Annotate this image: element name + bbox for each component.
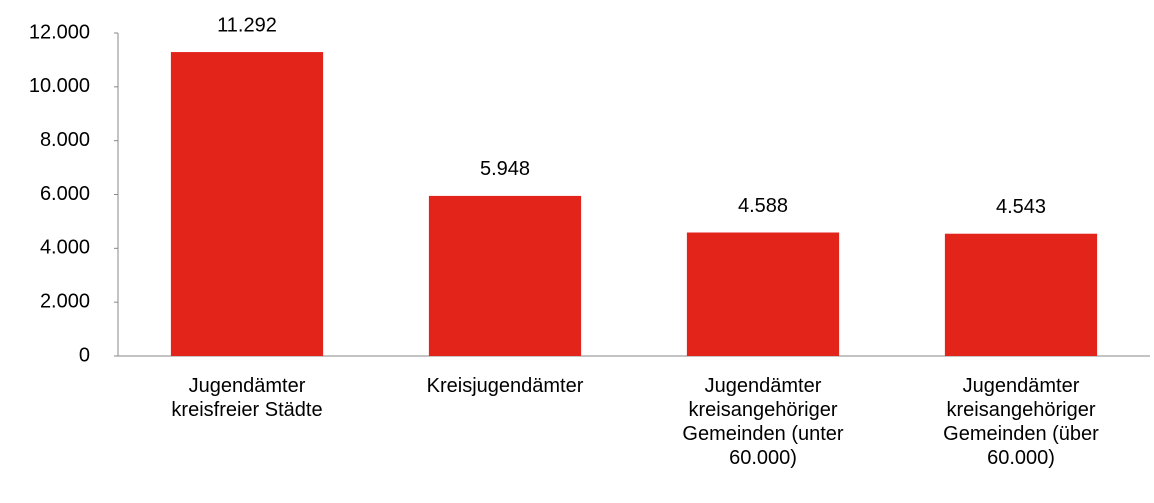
y-tick-label: 4.000 bbox=[40, 237, 90, 259]
x-tick-label: Kreisjugendämter bbox=[426, 375, 584, 397]
x-tick-label: Jugendämter kreisfreier Städte bbox=[171, 375, 323, 421]
y-tick-label: 2.000 bbox=[40, 290, 90, 312]
y-tick-label: 6.000 bbox=[40, 183, 90, 205]
x-tick-label: Jugendämter kreisangehöriger Gemeinden (… bbox=[943, 375, 1099, 469]
bar bbox=[170, 52, 324, 356]
data-label: 4.543 bbox=[996, 196, 1046, 218]
bar bbox=[686, 232, 840, 356]
data-label: 11.292 bbox=[217, 14, 277, 36]
data-label: 4.588 bbox=[738, 195, 788, 217]
data-label: 5.948 bbox=[480, 158, 530, 180]
bar bbox=[944, 233, 1098, 356]
bar bbox=[428, 195, 582, 356]
y-tick-label: 0 bbox=[79, 344, 90, 366]
y-tick-label: 10.000 bbox=[29, 75, 90, 97]
y-tick-label: 12.000 bbox=[29, 21, 90, 43]
y-tick-label: 8.000 bbox=[40, 129, 90, 151]
x-tick-label: Jugendämter kreisangehöriger Gemeinden (… bbox=[682, 375, 844, 469]
